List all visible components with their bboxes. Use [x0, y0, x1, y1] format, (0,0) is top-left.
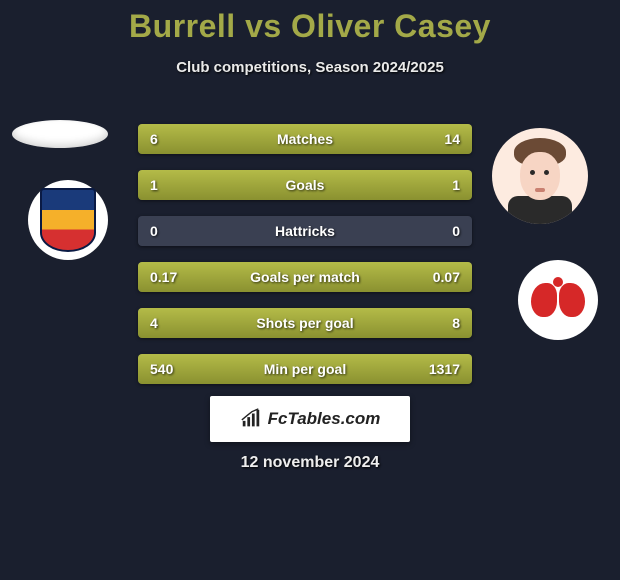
stats-container: 614Matches 11Goals 00Hattricks 0.170.07Goal… [138, 124, 472, 400]
face-placeholder [500, 136, 580, 216]
stat-label: Shots per goal [138, 315, 472, 331]
stat-row: 11Goals [138, 170, 472, 200]
branding-text: FcTables.com [268, 409, 381, 429]
player1-photo [12, 120, 108, 148]
player2-club-crest [518, 260, 598, 340]
player2-photo [492, 128, 588, 224]
stat-row: 48Shots per goal [138, 308, 472, 338]
stat-label: Goals [138, 177, 472, 193]
stat-row: 00Hattricks [138, 216, 472, 246]
stat-label: Hattricks [138, 223, 472, 239]
comparison-title: Burrell vs Oliver Casey [0, 0, 620, 45]
stat-label: Matches [138, 131, 472, 147]
player2-name: Oliver Casey [291, 8, 491, 44]
shield-icon [40, 188, 96, 252]
stat-row: 0.170.07Goals per match [138, 262, 472, 292]
player1-club-crest [28, 180, 108, 260]
stat-row: 614Matches [138, 124, 472, 154]
stat-row: 5401317Min per goal [138, 354, 472, 384]
vs-separator: vs [245, 8, 282, 44]
snapshot-date: 12 november 2024 [0, 454, 620, 472]
chart-growth-icon [240, 408, 262, 430]
stat-label: Min per goal [138, 361, 472, 377]
stat-label: Goals per match [138, 269, 472, 285]
branding-badge: FcTables.com [210, 396, 410, 442]
dragons-icon [527, 269, 589, 331]
subtitle: Club competitions, Season 2024/2025 [0, 59, 620, 76]
player1-name: Burrell [129, 8, 236, 44]
